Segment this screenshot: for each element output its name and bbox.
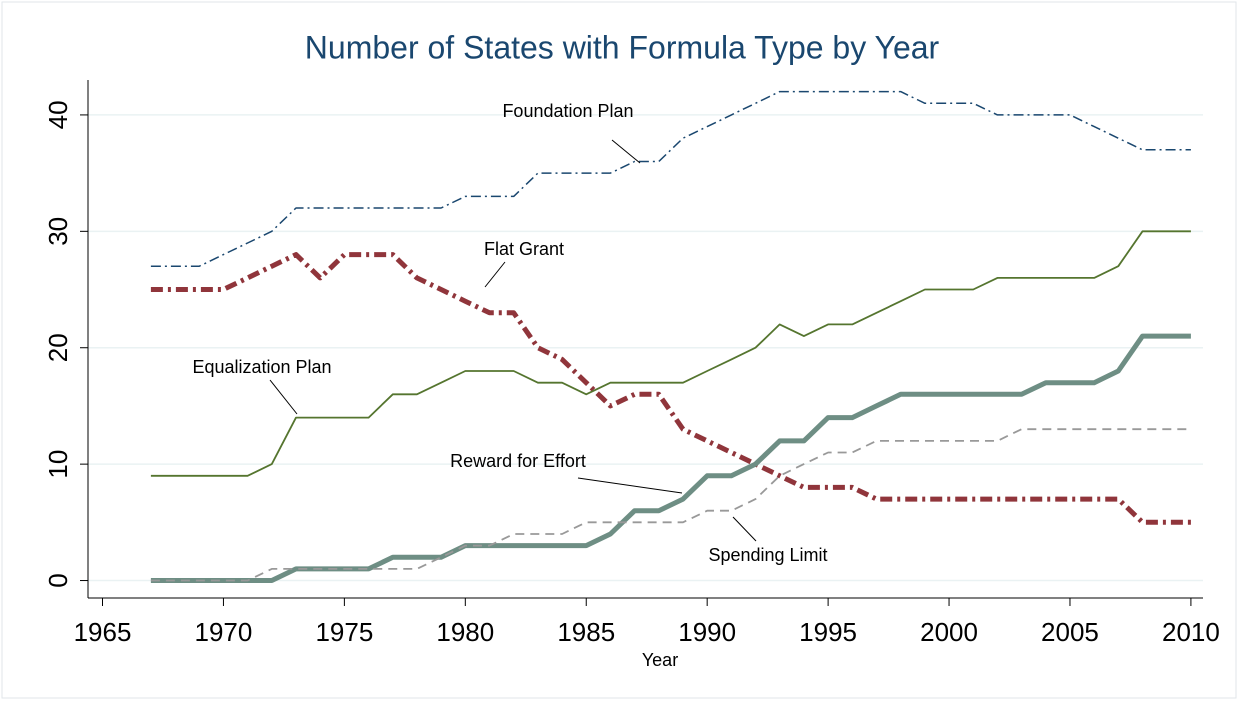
x-tick-label: 2000: [920, 617, 978, 647]
y-tick-label: 0: [43, 573, 73, 587]
x-tick-label: 1970: [195, 617, 253, 647]
leader-line: [484, 261, 506, 288]
series-line: [150, 428, 1191, 582]
x-tick-label: 1965: [74, 617, 132, 647]
leader-line: [732, 516, 757, 542]
y-tick-label: 40: [43, 100, 73, 129]
series-label: Reward for Effort: [450, 451, 586, 471]
x-tick-label: 1975: [315, 617, 373, 647]
series-line: [150, 90, 1191, 267]
series-label: Spending Limit: [708, 545, 827, 565]
y-tick-label: 20: [43, 333, 73, 362]
series-label: Equalization Plan: [192, 357, 331, 377]
x-tick-label: 1990: [678, 617, 736, 647]
series-label: Foundation Plan: [502, 101, 633, 121]
chart-title: Number of States with Formula Type by Ye…: [305, 29, 940, 65]
y-tick-label: 30: [43, 217, 73, 246]
series-line: [150, 252, 1191, 525]
x-tick-label: 2005: [1041, 617, 1099, 647]
x-tick-label: 1985: [557, 617, 615, 647]
leader-line: [577, 477, 683, 494]
y-tick-label: 10: [43, 450, 73, 479]
x-axis-label: Year: [642, 650, 678, 670]
leader-line: [611, 139, 641, 164]
series-label: Flat Grant: [484, 239, 564, 259]
x-tick-label: 1980: [436, 617, 494, 647]
leader-line: [269, 379, 298, 415]
series-line: [150, 333, 1191, 583]
x-tick-label: 2010: [1162, 617, 1220, 647]
x-tick-label: 1995: [799, 617, 857, 647]
series-line: [150, 230, 1191, 477]
